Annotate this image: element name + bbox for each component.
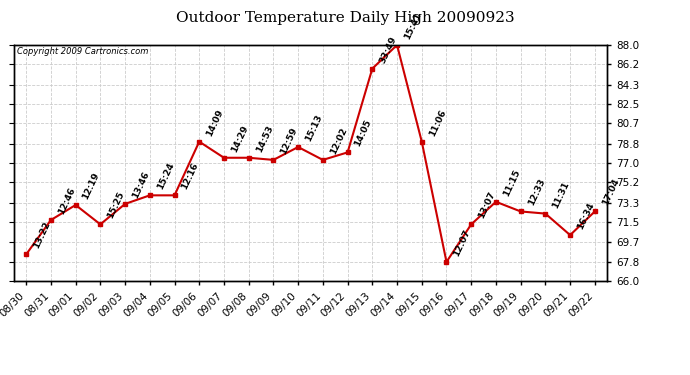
Text: 12:07: 12:07 — [452, 228, 472, 258]
Text: 12:19: 12:19 — [81, 171, 101, 201]
Text: 14:09: 14:09 — [205, 108, 225, 138]
Text: 12:59: 12:59 — [279, 126, 299, 156]
Text: 12:33: 12:33 — [526, 177, 546, 207]
Text: 15:13: 15:13 — [304, 113, 324, 143]
Text: 11:15: 11:15 — [502, 168, 522, 198]
Text: 13:07: 13:07 — [477, 190, 497, 220]
Text: 12:02: 12:02 — [328, 126, 348, 156]
Text: 16:34: 16:34 — [575, 201, 596, 231]
Text: 14:53: 14:53 — [254, 124, 275, 154]
Text: 11:31: 11:31 — [551, 180, 571, 209]
Text: 14:29: 14:29 — [230, 124, 250, 154]
Text: 13:46: 13:46 — [130, 170, 151, 200]
Text: 17:04: 17:04 — [600, 177, 621, 207]
Text: 12:16: 12:16 — [180, 161, 200, 191]
Text: 15:25: 15:25 — [106, 190, 126, 220]
Text: Outdoor Temperature Daily High 20090923: Outdoor Temperature Daily High 20090923 — [176, 11, 514, 25]
Text: Copyright 2009 Cartronics.com: Copyright 2009 Cartronics.com — [17, 47, 148, 56]
Text: 15:24: 15:24 — [155, 161, 176, 191]
Text: 13:22: 13:22 — [32, 220, 52, 250]
Text: 12:46: 12:46 — [57, 186, 77, 216]
Text: 14:05: 14:05 — [353, 118, 373, 148]
Text: 11:06: 11:06 — [427, 108, 448, 138]
Text: 33:49: 33:49 — [378, 34, 398, 64]
Text: 15:41: 15:41 — [402, 11, 423, 41]
